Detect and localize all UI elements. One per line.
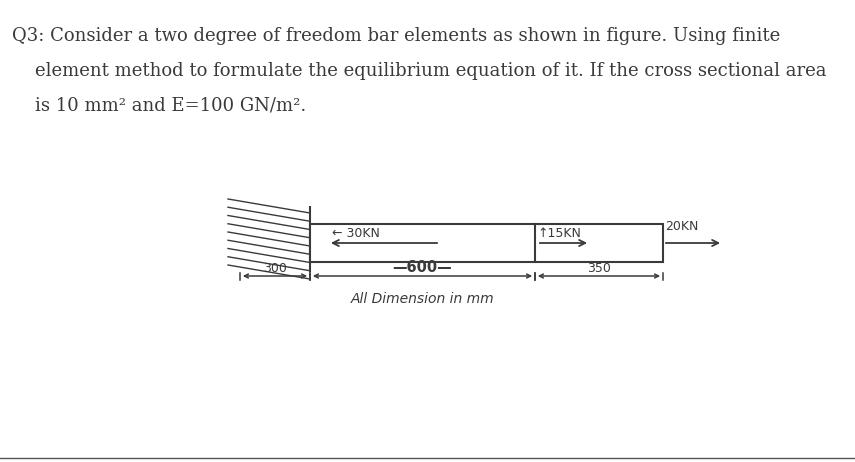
Text: —600—: —600— (392, 260, 452, 275)
Text: All Dimension in mm: All Dimension in mm (351, 292, 494, 306)
Text: is 10 mm² and E=100 GN/m².: is 10 mm² and E=100 GN/m². (12, 97, 306, 115)
Text: 350: 350 (587, 262, 611, 275)
Text: element method to formulate the equilibrium equation of it. If the cross section: element method to formulate the equilibr… (12, 62, 827, 80)
Text: 300: 300 (263, 262, 287, 275)
Text: ← 30KN: ← 30KN (332, 227, 380, 240)
Text: ↑15KN: ↑15KN (537, 227, 581, 240)
Text: 20KN: 20KN (665, 220, 699, 233)
Text: Q3: Consider a two degree of freedom bar elements as shown in figure. Using fini: Q3: Consider a two degree of freedom bar… (12, 27, 781, 45)
Bar (310, 224, 663, 262)
